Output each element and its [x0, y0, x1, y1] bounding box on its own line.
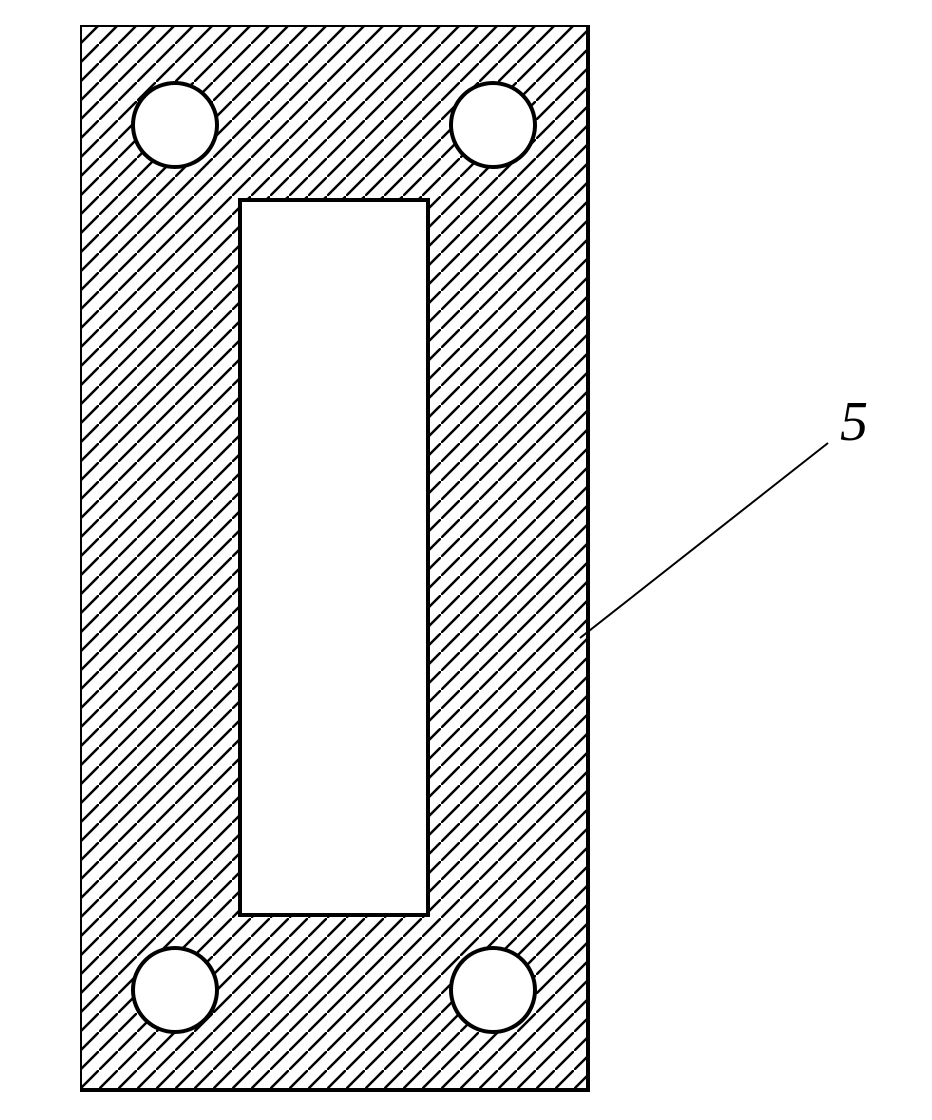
mounting-hole-bottom-right [451, 948, 535, 1032]
center-cutout [240, 200, 428, 915]
mounting-hole-bottom-left [133, 948, 217, 1032]
callout-leader-line [580, 443, 828, 638]
mounting-hole-top-right [451, 83, 535, 167]
mounting-hole-top-left [133, 83, 217, 167]
callout-label: 5 [840, 390, 868, 454]
technical-drawing [80, 25, 932, 1120]
drawing-svg [80, 25, 932, 1115]
